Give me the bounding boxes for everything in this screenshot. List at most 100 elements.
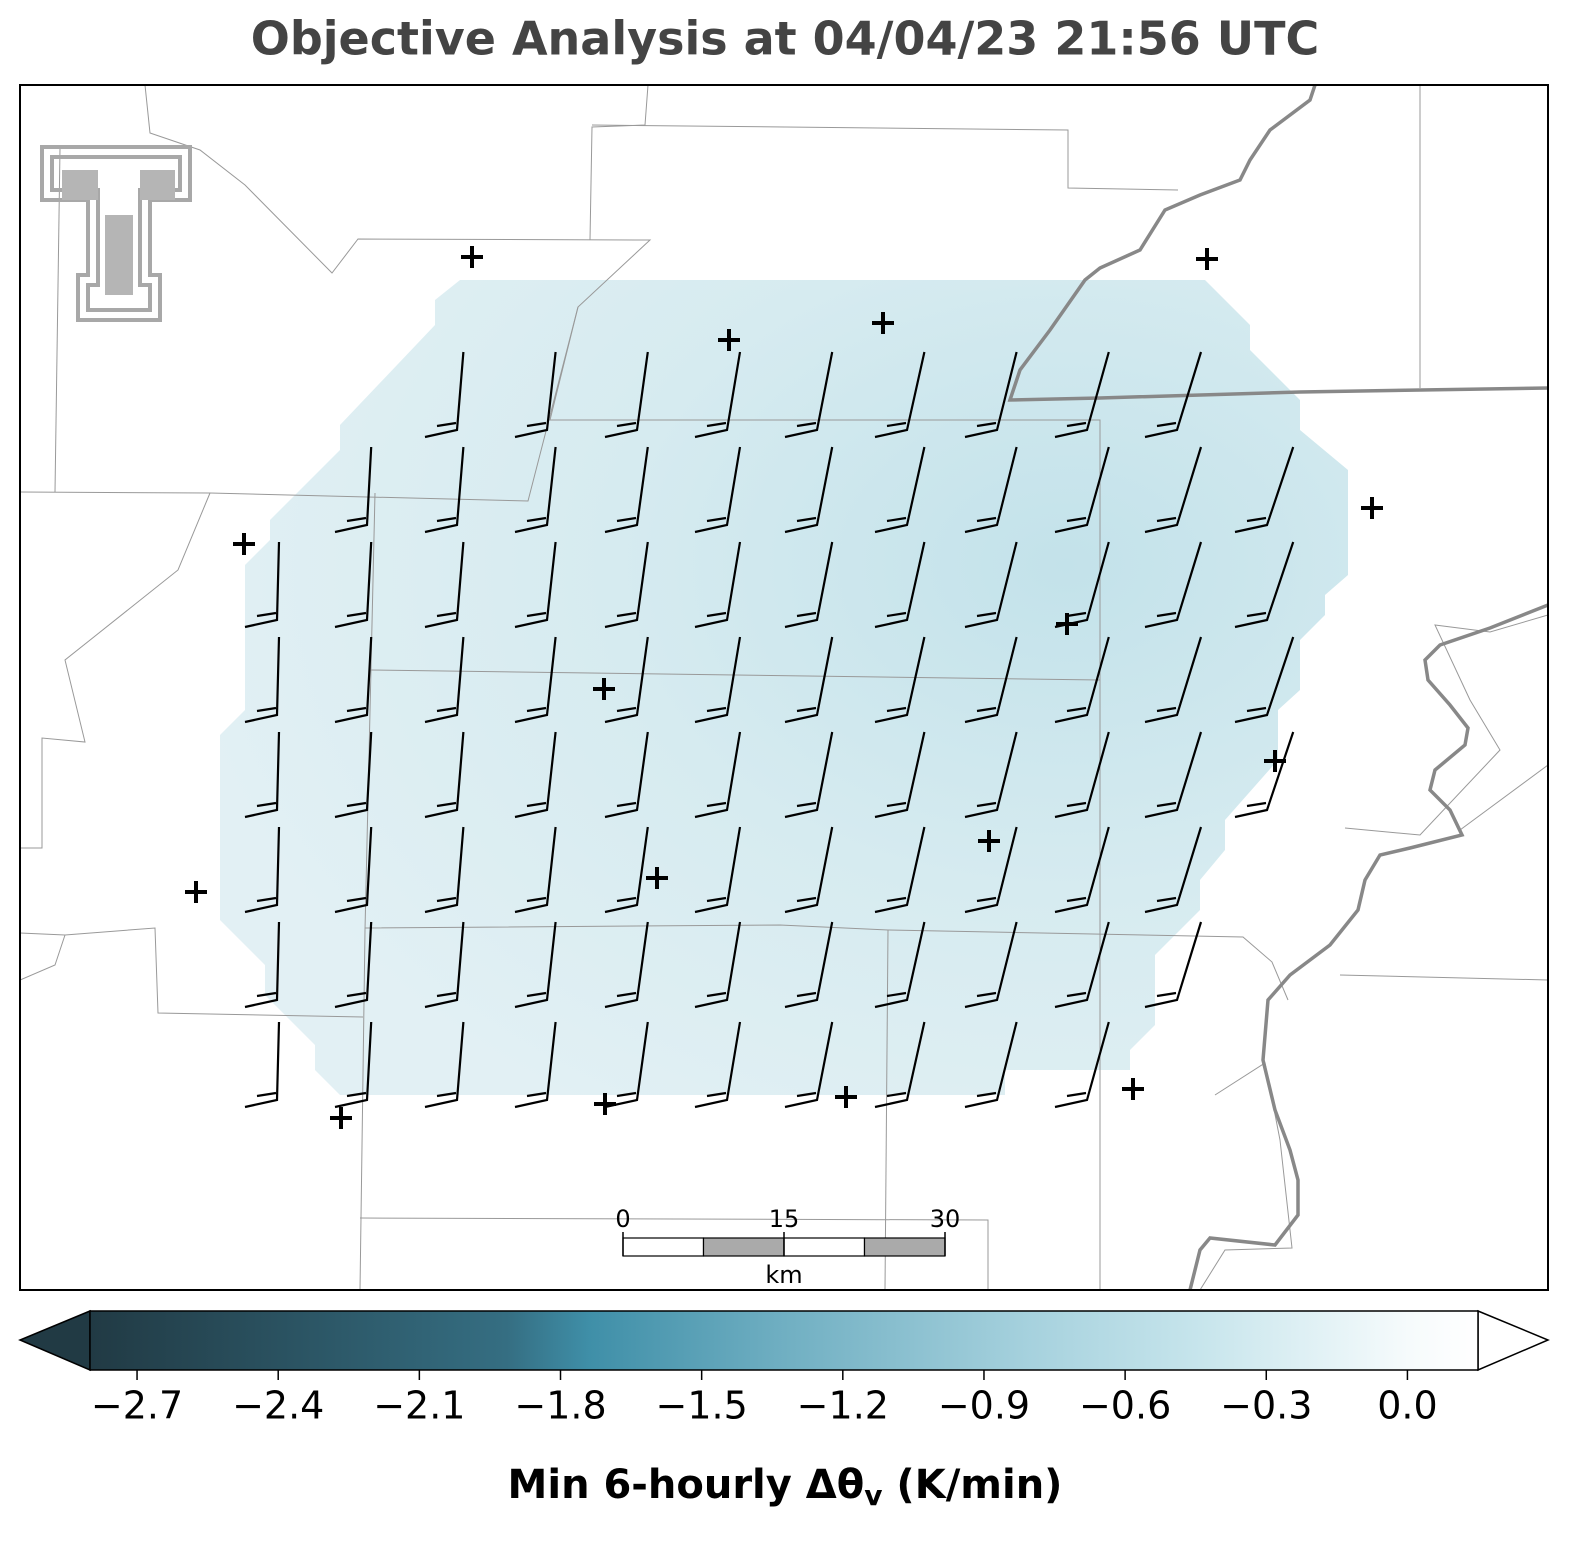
colorbar-tick-label: −2.1 (373, 1384, 465, 1428)
wind-barb (1054, 351, 1110, 439)
label-unit: (K/min) (882, 1462, 1062, 1508)
wind-barb (334, 636, 373, 724)
wind-barb (1144, 446, 1203, 534)
wind-barb (604, 921, 649, 1009)
label-sub: v (864, 1479, 882, 1512)
wind-barb (874, 636, 926, 724)
wind-barb (424, 446, 465, 534)
colorbar-tick-label: −1.2 (797, 1384, 889, 1428)
wind-barb (424, 731, 465, 819)
colorbar-tick-label: 0.0 (1377, 1384, 1437, 1428)
colorbar-tick-label: −1.8 (514, 1384, 606, 1428)
wind-barb (694, 921, 742, 1009)
wind-barb (1234, 541, 1295, 629)
wind-barb (334, 541, 373, 629)
wind-barb (964, 921, 1018, 1009)
wind-barb (244, 1021, 281, 1109)
scale-unit: km (765, 1261, 802, 1289)
wind-barb (964, 446, 1018, 534)
wind-barb (1144, 541, 1203, 629)
wind-barb (964, 731, 1018, 819)
wind-barb (1234, 636, 1295, 724)
wind-barb (424, 541, 465, 629)
station-marker (1361, 497, 1383, 519)
wind-barb (1144, 636, 1203, 724)
county-lines (20, 85, 1548, 1290)
scale-segment (622, 1237, 705, 1257)
wind-barb (1234, 446, 1295, 534)
wind-barb (334, 826, 373, 914)
colorbar-tick-label: −2.4 (232, 1384, 324, 1428)
wind-barb (874, 921, 926, 1009)
wind-barb (514, 446, 557, 534)
wind-barb (244, 921, 281, 1009)
wind-barb (874, 541, 926, 629)
wind-barb (1144, 731, 1203, 819)
wind-barb (514, 826, 557, 914)
wind-barb (244, 731, 281, 819)
station-marker (593, 678, 615, 700)
wind-barb (694, 636, 742, 724)
station-marker (233, 533, 255, 555)
analysis-field (220, 280, 1348, 1095)
colorbar-tick-label: −0.9 (938, 1384, 1030, 1428)
station-marker (646, 867, 668, 889)
wind-barb (514, 921, 557, 1009)
label-main: Min 6-hourly Δθ (508, 1462, 865, 1508)
colorbar-extend-low (18, 1309, 91, 1372)
wind-barb (964, 636, 1018, 724)
title: Objective Analysis at 04/04/23 21:56 UTC (251, 12, 1320, 66)
station-marker (330, 1107, 352, 1129)
station-marker (461, 246, 483, 268)
wind-barb (694, 826, 742, 914)
scale-label: 15 (769, 1205, 800, 1233)
scale-segment (702, 1237, 785, 1257)
wind-barb (694, 351, 742, 439)
wind-barb (604, 351, 649, 439)
colorbar-tick-label: −0.6 (1079, 1384, 1171, 1428)
wind-barb (514, 636, 557, 724)
wind-barb (1054, 636, 1110, 724)
wind-barb (784, 826, 834, 914)
logo (40, 145, 192, 322)
station-marker (1264, 750, 1286, 772)
wind-barb (604, 636, 649, 724)
wind-barb (784, 351, 834, 439)
colorbar-tick-label: −1.5 (656, 1384, 748, 1428)
wind-barb (334, 731, 373, 819)
wind-barb (604, 826, 649, 914)
station-marker (1122, 1078, 1144, 1100)
wind-barb (874, 351, 926, 439)
wind-barb (604, 541, 649, 629)
colorbar-bar (89, 1310, 1479, 1371)
wind-barb (244, 826, 281, 914)
wind-barbs (244, 351, 1295, 1109)
wind-barb (784, 541, 834, 629)
scale-bar: 0 15 30 km (615, 1205, 960, 1289)
wind-barb (514, 731, 557, 819)
wind-barb (244, 636, 281, 724)
wind-barb (1144, 921, 1203, 1009)
wind-barb (514, 1021, 557, 1109)
colorbar-extend-high (1477, 1309, 1550, 1372)
wind-barb (874, 826, 926, 914)
station-marker (978, 830, 1000, 852)
wind-barb (694, 541, 742, 629)
wind-barb (1054, 826, 1110, 914)
station-marker (835, 1086, 857, 1108)
scale-label: 0 (615, 1205, 630, 1233)
station-markers (185, 246, 1383, 1129)
station-marker (872, 312, 894, 334)
station-marker (1196, 248, 1218, 270)
wind-barb (784, 446, 834, 534)
wind-barb (334, 921, 373, 1009)
wind-barb (1234, 731, 1295, 819)
wind-barb (964, 826, 1018, 914)
wind-barb (784, 731, 834, 819)
station-marker (718, 329, 740, 351)
scale-segment (783, 1237, 866, 1257)
wind-barb (874, 731, 926, 819)
colorbar-tick-label: −2.7 (91, 1384, 183, 1428)
map-frame (19, 84, 1549, 1291)
